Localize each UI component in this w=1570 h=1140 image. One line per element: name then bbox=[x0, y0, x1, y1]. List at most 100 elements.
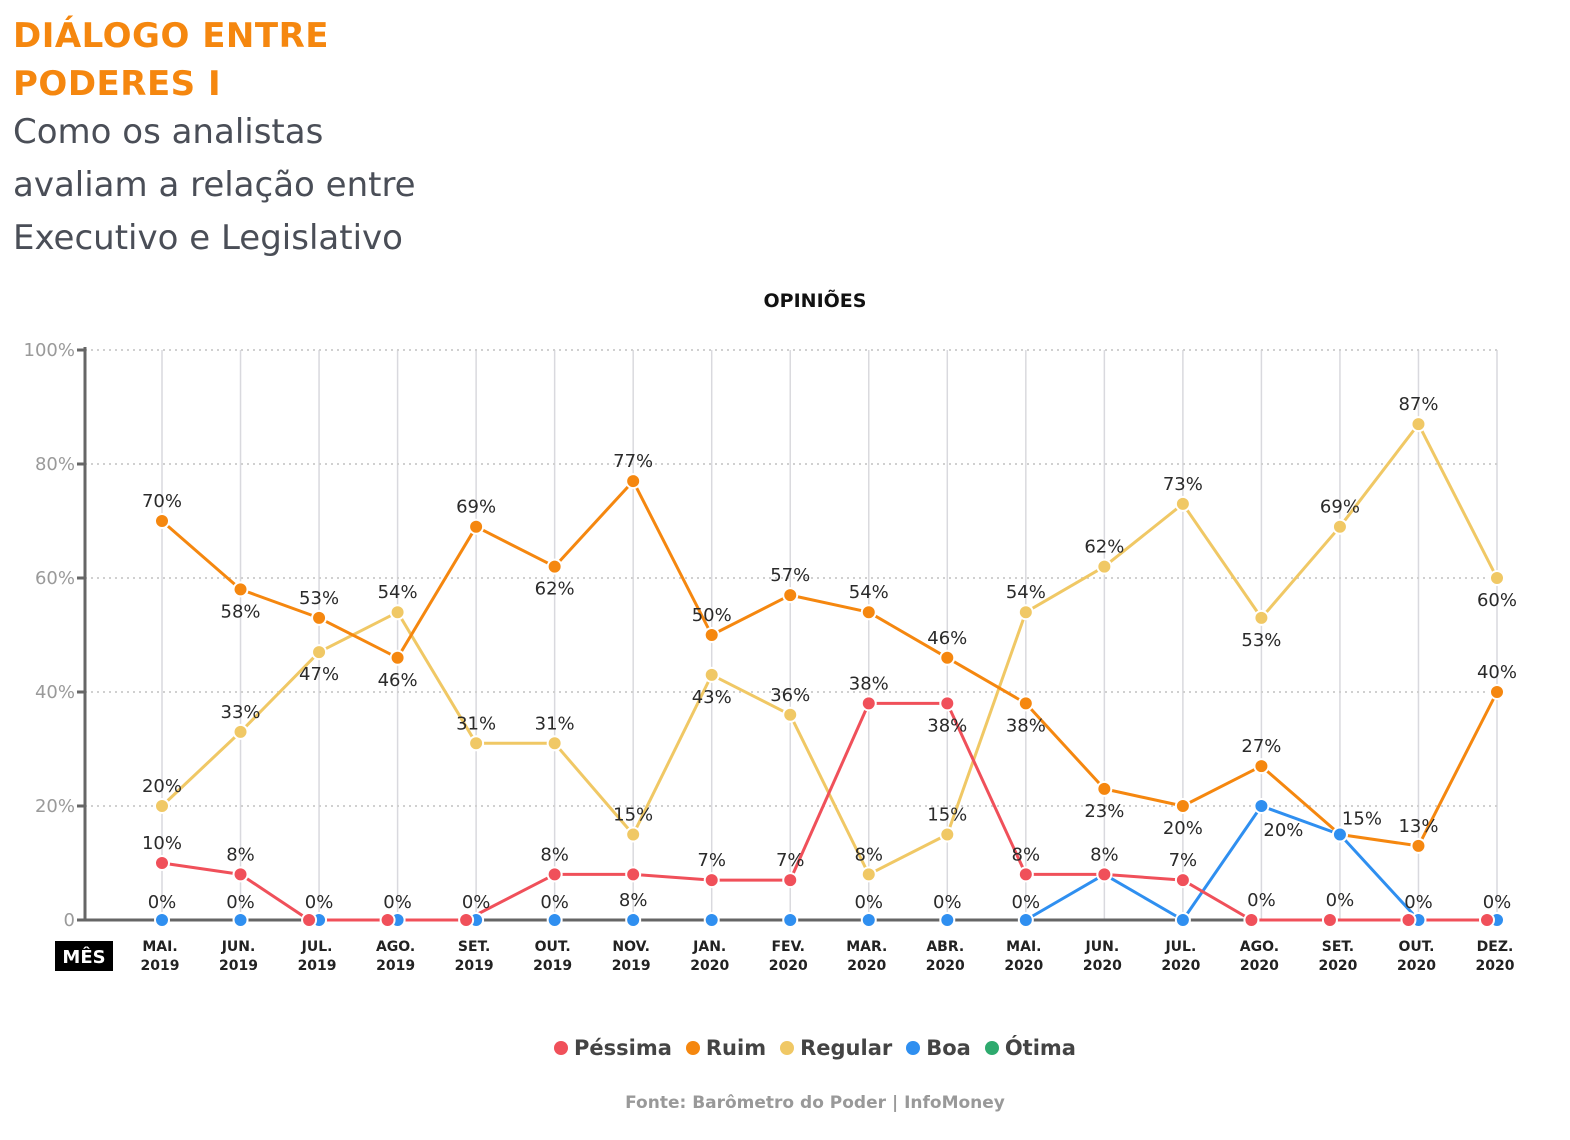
series-line-péssima bbox=[633, 872, 712, 882]
x-tick-label-year: 2020 bbox=[1004, 958, 1043, 974]
data-point-boa bbox=[154, 912, 170, 928]
legend-label: Péssima bbox=[574, 1036, 672, 1060]
legend-item-ótima[interactable]: Ótima bbox=[984, 1036, 1076, 1060]
legend-item-péssima[interactable]: Péssima bbox=[554, 1036, 672, 1060]
x-tick-label-month: MAI. bbox=[1006, 939, 1041, 955]
data-point-ruim bbox=[1410, 837, 1427, 854]
data-label-boa: 0% bbox=[1483, 892, 1512, 913]
data-label-boa: 0% bbox=[226, 892, 255, 913]
data-point-péssima bbox=[154, 855, 170, 871]
data-label-regular: 8% bbox=[854, 844, 883, 865]
data-label-ruim: 77% bbox=[613, 451, 653, 472]
data-label-boa: 8% bbox=[1090, 844, 1119, 865]
x-tick-label-year: 2020 bbox=[847, 958, 886, 974]
data-label-boa: 0% bbox=[854, 892, 883, 913]
data-label-péssima: 7% bbox=[697, 850, 726, 871]
chart-title: OPINIÕES bbox=[763, 290, 867, 312]
series-line-ruim bbox=[946, 656, 1027, 705]
legend-item-regular[interactable]: Regular bbox=[780, 1036, 892, 1060]
data-label-boa: 0% bbox=[148, 892, 177, 913]
x-tick-label-year: 2020 bbox=[1161, 958, 1200, 974]
data-point-regular bbox=[1253, 609, 1270, 626]
data-point-ruim bbox=[154, 513, 170, 529]
data-point-péssima bbox=[546, 866, 563, 883]
series-line-ruim bbox=[711, 593, 791, 637]
data-point-péssima bbox=[1479, 912, 1495, 928]
x-tick-label-month: ABR. bbox=[926, 939, 964, 955]
series-line-regular bbox=[1103, 502, 1184, 568]
legend-item-boa[interactable]: Boa bbox=[906, 1036, 971, 1060]
data-point-boa bbox=[860, 912, 877, 928]
legend-swatch bbox=[685, 1041, 700, 1055]
data-point-boa bbox=[703, 912, 720, 928]
data-label-regular: 33% bbox=[221, 702, 261, 723]
data-label-boa: 0% bbox=[1012, 892, 1041, 913]
heading-line-2: PODERES I bbox=[13, 64, 222, 104]
series-line-regular bbox=[553, 742, 635, 836]
x-tick-label-month: OUT. bbox=[535, 939, 571, 955]
data-label-regular: 69% bbox=[1320, 497, 1360, 518]
x-tick-label-year: 2020 bbox=[1318, 958, 1357, 974]
series-line-regular bbox=[868, 833, 948, 876]
subtitle-line-3: Executivo e Legislativo bbox=[13, 218, 403, 258]
series-line-regular bbox=[318, 610, 399, 654]
data-point-regular bbox=[939, 826, 956, 843]
series-line-regular bbox=[1338, 423, 1420, 528]
series-line-regular bbox=[631, 674, 714, 836]
data-point-ruim bbox=[939, 649, 956, 666]
series-line-ruim bbox=[1024, 702, 1106, 790]
data-label-regular: 20% bbox=[142, 776, 182, 797]
x-tick-label-month: NOV. bbox=[612, 939, 650, 955]
x-tick-label-month: SET. bbox=[1322, 939, 1354, 955]
x-axis-title-badge bbox=[55, 941, 113, 971]
data-label-regular: 73% bbox=[1163, 474, 1203, 495]
x-tick-label-year: 2020 bbox=[1476, 958, 1515, 974]
series-line-regular bbox=[1260, 525, 1342, 619]
data-point-regular bbox=[1410, 416, 1427, 433]
y-tick-label: 0 bbox=[64, 910, 75, 931]
data-label-péssima: 0% bbox=[1247, 890, 1276, 911]
series-line-péssima bbox=[239, 873, 310, 922]
data-label-regular: 54% bbox=[378, 582, 418, 603]
data-point-péssima bbox=[458, 912, 475, 928]
data-point-ruim bbox=[703, 627, 720, 643]
data-label-regular: 62% bbox=[1084, 537, 1124, 558]
data-point-péssima bbox=[1321, 912, 1338, 928]
x-tick-label-month: AGO. bbox=[376, 939, 415, 955]
series-line-boa bbox=[1103, 873, 1184, 922]
x-tick-label-month: DEZ. bbox=[1477, 939, 1514, 955]
data-label-péssima: 8% bbox=[1012, 844, 1041, 865]
data-label-péssima: 10% bbox=[142, 833, 182, 854]
data-label-boa: 0% bbox=[462, 892, 491, 913]
legend-swatch bbox=[554, 1041, 568, 1055]
legend-item-ruim[interactable]: Ruim bbox=[685, 1036, 766, 1060]
data-label-ruim: 46% bbox=[927, 628, 967, 649]
series-line-ruim bbox=[1260, 764, 1341, 836]
x-tick-label-year: 2020 bbox=[690, 958, 729, 974]
data-label-regular: 31% bbox=[456, 713, 496, 734]
data-label-boa: 0% bbox=[933, 892, 962, 913]
series-line-péssima bbox=[1104, 872, 1183, 882]
legend-label: Boa bbox=[926, 1036, 971, 1060]
data-label-boa: 0% bbox=[1404, 892, 1433, 913]
data-label-ruim: 57% bbox=[770, 565, 810, 586]
data-label-ruim: 50% bbox=[692, 605, 732, 626]
series-line-péssima bbox=[1182, 878, 1253, 922]
data-label-regular: 60% bbox=[1477, 590, 1517, 611]
series-line-ruim bbox=[1339, 833, 1419, 848]
series-line-boa bbox=[1181, 805, 1263, 921]
data-label-boa: 0% bbox=[383, 892, 412, 913]
x-tick-label-year: 2019 bbox=[141, 958, 180, 974]
data-point-ruim bbox=[546, 558, 563, 575]
data-point-ruim bbox=[1174, 798, 1191, 814]
heading-line-1: DIÁLOGO ENTRE bbox=[13, 16, 329, 56]
data-label-péssima: 7% bbox=[776, 850, 805, 871]
data-point-regular bbox=[1096, 558, 1113, 575]
data-point-péssima bbox=[1174, 872, 1191, 889]
data-point-regular bbox=[468, 735, 485, 752]
y-tick-label: 80% bbox=[35, 454, 75, 475]
x-tick-label-year: 2020 bbox=[1240, 958, 1279, 974]
series-line-boa bbox=[1260, 804, 1341, 836]
legend: Péssima Ruim Regular Boa Ótima bbox=[0, 1036, 1570, 1060]
